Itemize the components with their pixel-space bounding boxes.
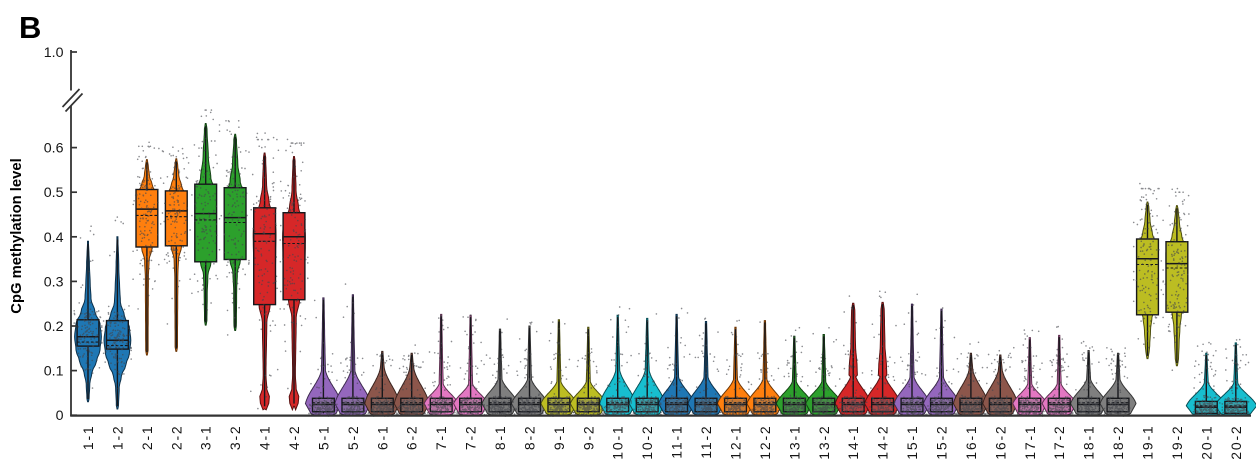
svg-text:8-2: 8-2 (522, 425, 538, 451)
svg-text:12-1: 12-1 (728, 425, 744, 460)
svg-text:15-1: 15-1 (904, 425, 920, 460)
svg-text:3-2: 3-2 (227, 425, 243, 451)
svg-text:3-1: 3-1 (198, 425, 214, 451)
svg-text:11-1: 11-1 (669, 425, 685, 459)
svg-text:12-2: 12-2 (757, 425, 773, 460)
svg-text:16-2: 16-2 (992, 425, 1008, 460)
svg-text:19-1: 19-1 (1140, 425, 1156, 460)
svg-text:7-2: 7-2 (463, 425, 479, 451)
svg-text:0.3: 0.3 (44, 274, 64, 290)
svg-text:13-1: 13-1 (786, 425, 802, 460)
svg-text:14-2: 14-2 (875, 425, 891, 460)
svg-text:7-1: 7-1 (433, 425, 449, 451)
svg-text:18-1: 18-1 (1081, 425, 1097, 460)
svg-text:0.4: 0.4 (44, 230, 64, 246)
svg-text:16-1: 16-1 (963, 425, 979, 460)
svg-text:18-2: 18-2 (1110, 425, 1126, 460)
svg-text:6-2: 6-2 (404, 425, 420, 451)
svg-text:17-2: 17-2 (1051, 425, 1067, 460)
svg-text:2-1: 2-1 (139, 425, 155, 451)
svg-text:14-1: 14-1 (845, 425, 861, 460)
svg-text:11-2: 11-2 (698, 425, 714, 459)
svg-text:17-1: 17-1 (1022, 425, 1038, 460)
svg-text:0.1: 0.1 (44, 364, 64, 380)
svg-text:2-2: 2-2 (168, 425, 184, 451)
svg-text:20-2: 20-2 (1228, 425, 1244, 460)
svg-text:9-1: 9-1 (551, 425, 567, 451)
svg-text:5-2: 5-2 (345, 425, 361, 451)
svg-text:B: B (19, 10, 41, 45)
svg-text:0.6: 0.6 (44, 141, 64, 157)
svg-text:0.5: 0.5 (44, 185, 64, 201)
svg-text:10-1: 10-1 (610, 425, 626, 460)
svg-text:19-2: 19-2 (1169, 425, 1185, 460)
svg-text:0: 0 (56, 408, 64, 424)
svg-text:9-2: 9-2 (580, 425, 596, 451)
svg-text:4-2: 4-2 (286, 425, 302, 451)
svg-text:15-2: 15-2 (934, 425, 950, 460)
svg-text:CpG methylation level: CpG methylation level (9, 158, 25, 313)
svg-text:1-1: 1-1 (80, 425, 96, 451)
svg-text:0.2: 0.2 (44, 319, 64, 335)
svg-text:4-1: 4-1 (257, 425, 273, 451)
svg-text:13-2: 13-2 (816, 425, 832, 460)
svg-text:10-2: 10-2 (639, 425, 655, 460)
svg-text:8-1: 8-1 (492, 425, 508, 451)
svg-text:1.0: 1.0 (44, 45, 64, 61)
svg-text:5-1: 5-1 (315, 425, 331, 451)
svg-text:1-2: 1-2 (109, 425, 125, 451)
svg-text:20-1: 20-1 (1198, 425, 1214, 460)
svg-text:6-1: 6-1 (374, 425, 390, 451)
